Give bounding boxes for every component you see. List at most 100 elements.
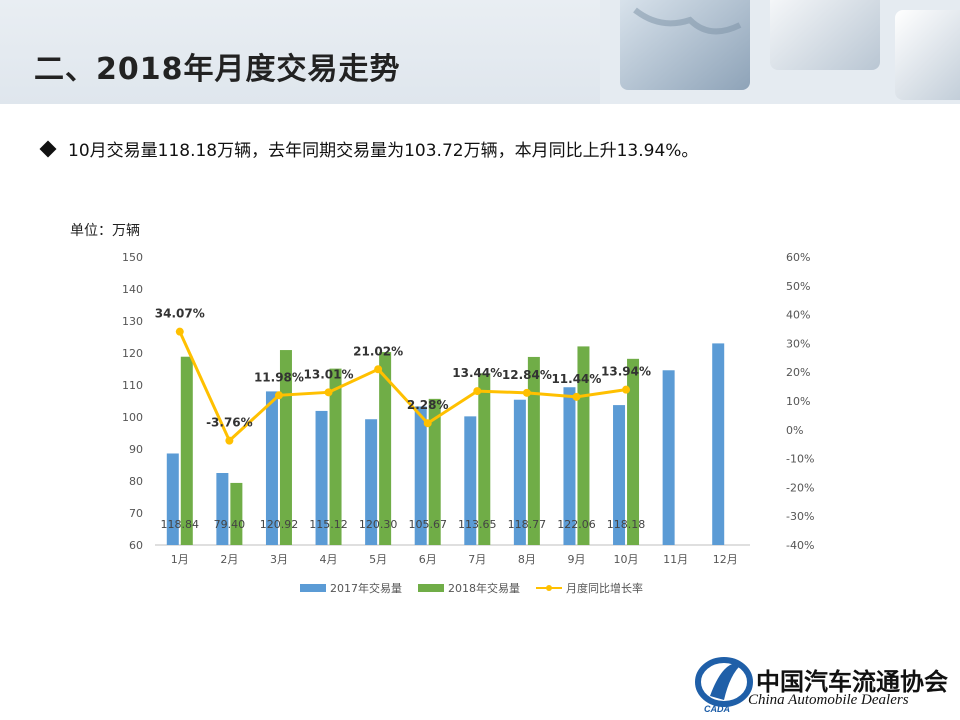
org-name-en: China Automobile Dealers: [748, 692, 909, 708]
bar-2017: [712, 343, 725, 545]
growth-rate-label: 34.07%: [155, 307, 205, 321]
legend-item-growth: 月度同比增长率: [536, 580, 643, 596]
growth-rate-label: 13.94%: [601, 365, 651, 379]
y2-tick-label: -40%: [786, 539, 814, 552]
summary-bullet: 10月交易量118.18万辆，去年同期交易量为103.72万辆，本月同比上升13…: [39, 136, 699, 161]
data-label-2018: 79.40: [214, 518, 246, 531]
x-tick-label: 12月: [713, 553, 738, 566]
bar-2018: [527, 356, 540, 545]
decorative-cubes-image: [600, 0, 960, 104]
bar-2017: [563, 387, 576, 545]
page-title: 二、2018年月度交易走势: [34, 52, 401, 87]
chart-legend: 2017年交易量 2018年交易量 月度同比增长率: [300, 580, 643, 596]
x-tick-label: 1月: [171, 553, 189, 566]
growth-rate-label: 12.84%: [502, 368, 552, 382]
y-tick-label: 130: [122, 315, 143, 328]
growth-rate-label: 2.28%: [407, 398, 449, 412]
growth-rate-point: [423, 419, 432, 428]
bar-2017: [613, 405, 626, 545]
logo-mark-text: CADA: [704, 704, 730, 714]
org-name-cn: 中国汽车流通协会: [756, 668, 948, 696]
x-tick-label: 10月: [614, 553, 639, 566]
x-tick-label: 11月: [663, 553, 688, 566]
bar-2017: [414, 406, 427, 545]
bar-2018: [180, 356, 193, 545]
x-tick-label: 3月: [270, 553, 288, 566]
bar-2017: [216, 473, 229, 545]
bar-2018: [329, 368, 342, 545]
legend-label-growth: 月度同比增长率: [566, 582, 643, 595]
growth-rate-point: [473, 387, 482, 396]
x-tick-label: 5月: [369, 553, 387, 566]
unit-label: 单位：万辆: [70, 223, 140, 239]
bar-2018: [230, 482, 243, 545]
y-tick-label: 90: [129, 443, 143, 456]
growth-rate-label: 13.01%: [304, 367, 354, 381]
growth-rate-point: [324, 388, 333, 397]
y2-tick-label: -20%: [786, 481, 814, 494]
growth-rate-label: 21.02%: [353, 344, 403, 358]
x-tick-label: 6月: [419, 553, 437, 566]
growth-rate-point: [175, 327, 184, 336]
growth-rate-point: [522, 388, 531, 397]
data-label-2018: 120.92: [260, 518, 299, 531]
y2-tick-label: 40%: [786, 309, 810, 322]
bar-2018: [279, 350, 292, 545]
y2-tick-label: -10%: [786, 453, 814, 466]
x-tick-label: 4月: [320, 553, 338, 566]
diamond-bullet-icon: [39, 140, 57, 157]
x-tick-label: 9月: [567, 553, 585, 566]
y-tick-label: 120: [122, 347, 143, 360]
data-label-2018: 120.30: [359, 518, 398, 531]
y2-tick-label: 0%: [786, 424, 803, 437]
bar-2017: [513, 399, 526, 545]
y2-tick-label: 60%: [786, 251, 810, 264]
y2-tick-label: 10%: [786, 395, 810, 408]
data-label-2018: 118.77: [508, 518, 547, 531]
growth-rate-line: [178, 331, 627, 444]
bar-2018: [627, 358, 640, 545]
monthly-trade-chart: 60 70 80 90 100 110 120 130 140 150 -40% -30% -20% -1…: [122, 251, 814, 566]
y2-tick-label: -30%: [786, 510, 814, 523]
growth-rate-point: [622, 385, 631, 394]
growth-rate-point: [572, 392, 581, 401]
summary-text: 10月交易量118.18万辆，去年同期交易量为103.72万辆，本月同比上升13…: [68, 141, 699, 161]
legend-item-2018: 2018年交易量: [418, 580, 520, 596]
data-label-2018: 118.18: [607, 518, 646, 531]
bar-2017: [166, 453, 179, 545]
x-tick-label: 7月: [468, 553, 486, 566]
legend-item-2017: 2017年交易量: [300, 580, 402, 596]
bar-2017: [662, 370, 675, 545]
growth-rate-label: 11.44%: [551, 372, 601, 386]
bar-2017: [464, 416, 477, 545]
growth-rate-label: 11.98%: [254, 370, 304, 384]
y-tick-label: 140: [122, 283, 143, 296]
data-label-2018: 113.65: [458, 518, 497, 531]
y2-tick-label: 50%: [786, 280, 810, 293]
cada-logo-icon: CADA: [695, 657, 753, 714]
y-tick-label: 110: [122, 379, 143, 392]
header-banner: 二、2018年月度交易走势: [0, 0, 960, 104]
legend-swatch-2018: [418, 584, 444, 592]
bar-2017: [315, 410, 328, 545]
y-tick-label: 80: [129, 475, 143, 488]
data-label-2018: 105.67: [408, 518, 447, 531]
growth-rate-point: [225, 436, 234, 445]
legend-label-2018: 2018年交易量: [448, 582, 520, 595]
legend-label-2017: 2017年交易量: [330, 582, 402, 595]
growth-rate-point: [374, 365, 383, 374]
bar-2018: [478, 373, 491, 545]
y-tick-label: 70: [129, 507, 143, 520]
growth-rate-point: [274, 391, 283, 400]
data-label-2018: 118.84: [161, 518, 200, 531]
data-label-2018: 115.12: [309, 518, 348, 531]
y2-tick-label: 30%: [786, 337, 810, 350]
bar-2017: [365, 419, 378, 545]
legend-swatch-2017: [300, 584, 326, 592]
bar-2018: [428, 398, 441, 545]
bar-2018: [379, 352, 392, 545]
x-tick-label: 8月: [518, 553, 536, 566]
y2-tick-label: 20%: [786, 366, 810, 379]
x-tick-label: 2月: [220, 553, 238, 566]
y-tick-label: 150: [122, 251, 143, 264]
